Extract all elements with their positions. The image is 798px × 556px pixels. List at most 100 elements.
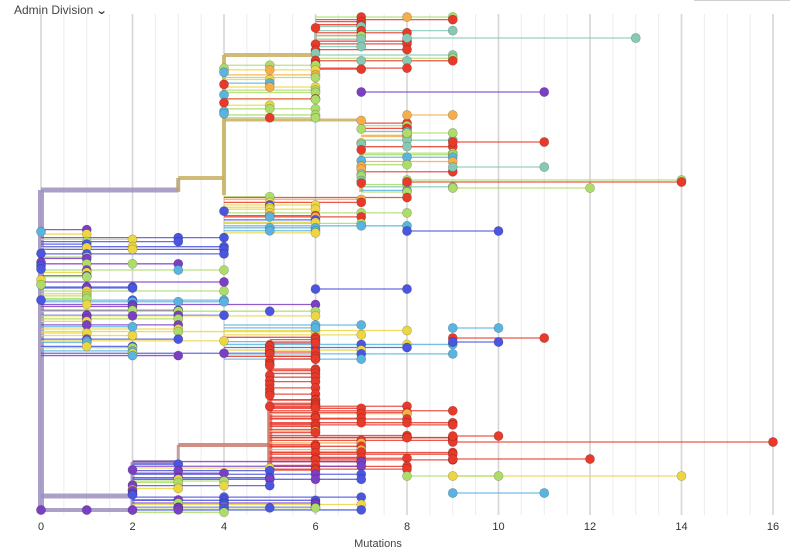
outlier-tip bbox=[585, 454, 595, 464]
tip-node bbox=[447, 348, 458, 359]
outlier-tip bbox=[493, 431, 504, 441]
interior-node bbox=[447, 323, 458, 333]
tip-node bbox=[219, 310, 229, 321]
interior-node bbox=[402, 471, 412, 481]
interior-node bbox=[127, 244, 138, 255]
tip-node bbox=[447, 419, 458, 430]
outlier-tip bbox=[402, 284, 412, 294]
outlier-tip bbox=[539, 488, 550, 498]
interior-node bbox=[356, 417, 367, 428]
tree-tips bbox=[36, 12, 778, 518]
x-axis-ticks: 0 2 4 6 8 10 12 14 16 bbox=[38, 521, 779, 533]
interior-node bbox=[447, 337, 458, 347]
tip-node bbox=[402, 207, 412, 218]
tip-node bbox=[219, 265, 229, 275]
tip-node bbox=[310, 354, 321, 364]
tip-node bbox=[402, 342, 412, 353]
outlier-tip bbox=[539, 162, 550, 172]
interior-node bbox=[402, 12, 412, 22]
interior-node bbox=[127, 350, 138, 361]
interior-node bbox=[402, 141, 412, 152]
outlier-tip bbox=[493, 226, 504, 236]
interior-node bbox=[264, 64, 275, 75]
tip-node bbox=[310, 72, 321, 83]
tip-node bbox=[356, 197, 367, 208]
outlier-tip bbox=[676, 177, 687, 187]
interior-node bbox=[81, 505, 92, 515]
tip-node bbox=[36, 279, 46, 290]
tip-node bbox=[310, 112, 321, 123]
interior-node bbox=[402, 226, 412, 236]
outlier-tip bbox=[539, 87, 550, 97]
interior-node bbox=[81, 299, 92, 310]
outlier-tip bbox=[768, 437, 778, 447]
outlier-tip bbox=[630, 33, 641, 43]
tip-node bbox=[127, 464, 138, 475]
tip-node bbox=[356, 115, 367, 126]
tip-node bbox=[219, 296, 229, 307]
tip-node bbox=[219, 335, 229, 346]
tip-node bbox=[402, 192, 412, 203]
outlier-tip bbox=[676, 471, 687, 481]
tip-node bbox=[356, 320, 367, 330]
tip-node bbox=[356, 41, 367, 52]
interior-node bbox=[447, 431, 458, 441]
interior-node bbox=[81, 319, 92, 330]
x-axis-label: Mutations bbox=[354, 538, 402, 550]
tip-node bbox=[310, 338, 321, 348]
outlier-tip bbox=[493, 323, 504, 333]
interior-node bbox=[264, 306, 275, 317]
x-tick-label: 0 bbox=[38, 521, 44, 533]
interior-node bbox=[264, 502, 275, 513]
outlier-tip bbox=[493, 337, 504, 347]
tip-node bbox=[219, 108, 229, 119]
tip-node bbox=[127, 330, 138, 341]
outlier-tip bbox=[447, 110, 458, 120]
x-tick-label: 8 bbox=[404, 521, 410, 533]
tip-node bbox=[173, 483, 184, 494]
tip-node bbox=[356, 144, 367, 155]
interior-node bbox=[264, 82, 275, 92]
tip-node bbox=[264, 360, 275, 371]
tip-node bbox=[219, 286, 229, 296]
tip-node bbox=[173, 334, 184, 345]
tip-node bbox=[127, 489, 138, 500]
outlier-tip bbox=[447, 128, 458, 138]
interior-node bbox=[127, 258, 138, 269]
tip-node bbox=[264, 390, 275, 401]
interior-node bbox=[264, 211, 275, 222]
tip-node bbox=[402, 63, 412, 74]
tip-node bbox=[219, 206, 229, 217]
tip-node bbox=[310, 310, 321, 321]
interior-node bbox=[402, 417, 412, 428]
interior-node bbox=[264, 103, 275, 114]
tip-node bbox=[219, 232, 229, 243]
tip-node bbox=[264, 480, 275, 491]
tip-node bbox=[310, 322, 321, 333]
tip-node bbox=[402, 44, 412, 55]
tip-node bbox=[219, 79, 229, 90]
interior-node bbox=[356, 220, 367, 231]
x-tick-label: 4 bbox=[221, 521, 227, 533]
color-by-selector[interactable]: Admin Division ⌄ bbox=[14, 2, 108, 18]
x-tick-label: 12 bbox=[584, 521, 596, 533]
tip-node bbox=[356, 178, 367, 188]
tip-node bbox=[36, 248, 46, 259]
tip-node bbox=[127, 283, 138, 293]
interior-node bbox=[447, 471, 458, 481]
tip-node bbox=[310, 22, 321, 33]
tip-node bbox=[219, 248, 229, 259]
tip-node bbox=[402, 325, 412, 336]
interior-node bbox=[356, 55, 367, 66]
tip-node bbox=[219, 277, 229, 287]
grid-lines bbox=[40, 14, 774, 515]
tip-node bbox=[356, 505, 367, 515]
x-tick-label: 10 bbox=[492, 521, 504, 533]
tip-node bbox=[219, 507, 229, 518]
outlier-tip bbox=[539, 333, 550, 343]
interior-node bbox=[402, 33, 412, 43]
tip-node bbox=[310, 227, 321, 238]
x-tick-label: 2 bbox=[129, 521, 135, 533]
top-divider bbox=[694, 0, 790, 1]
